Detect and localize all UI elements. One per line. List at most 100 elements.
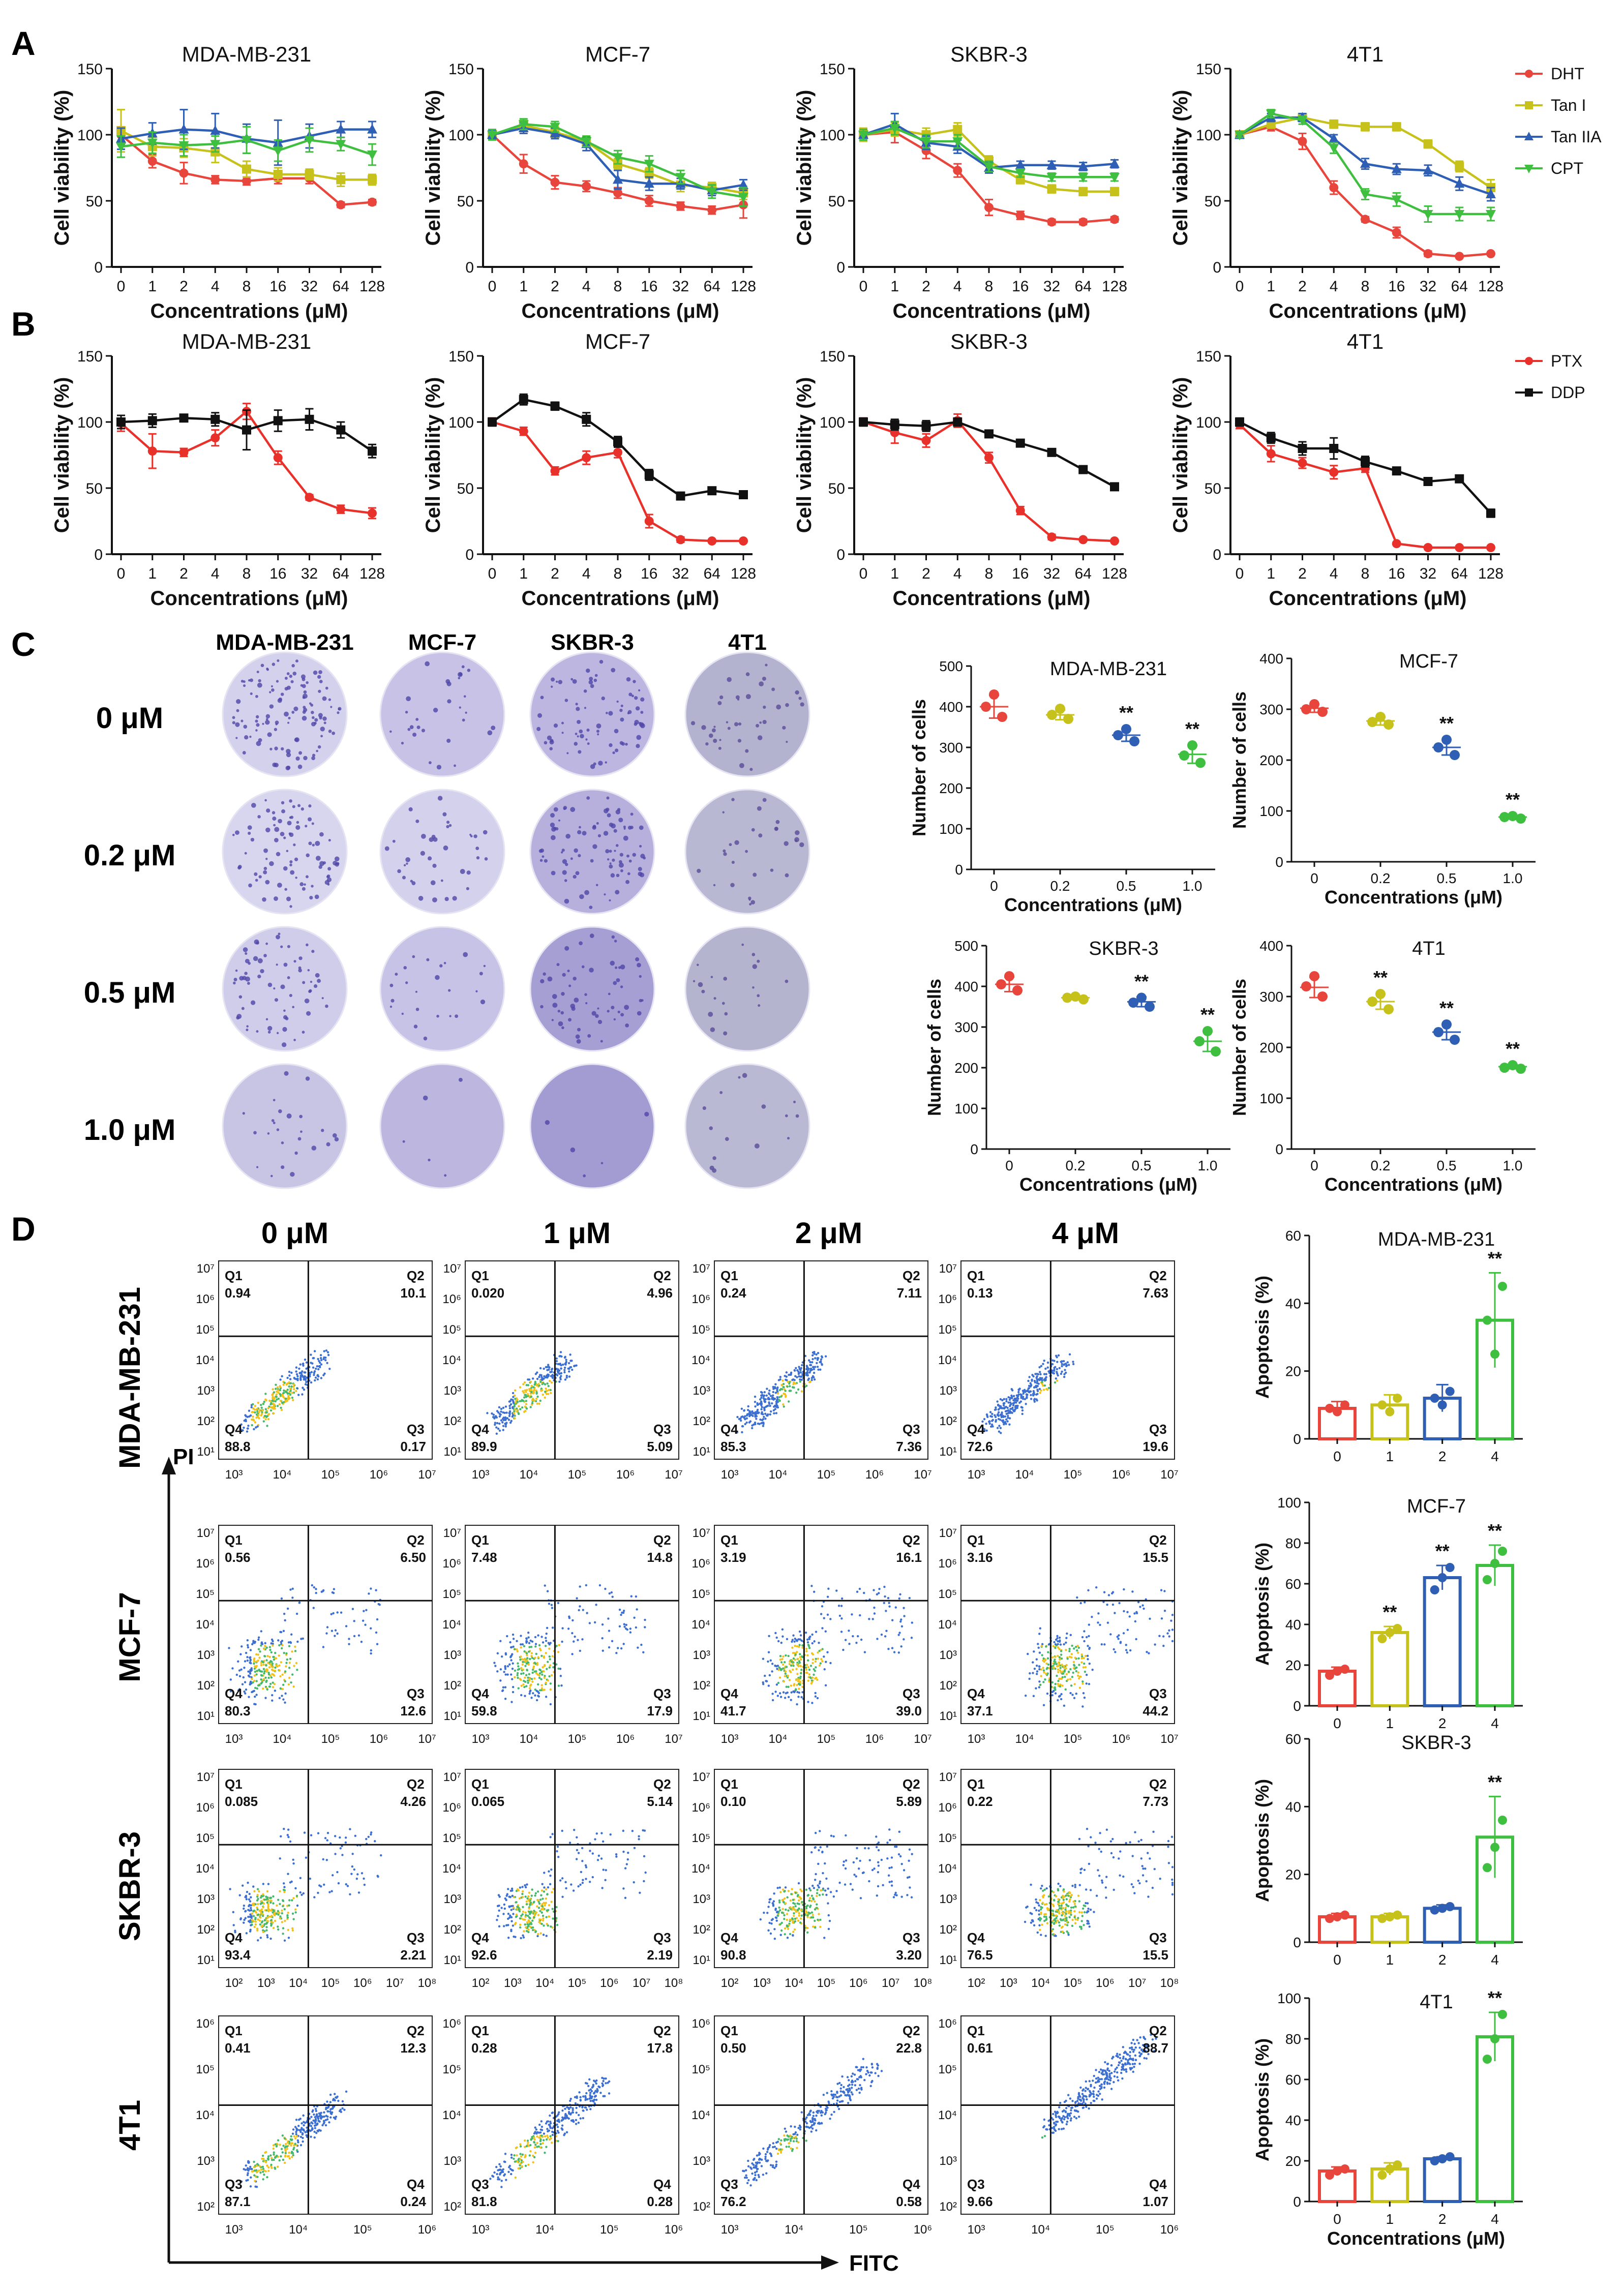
flow-event — [568, 1375, 571, 1378]
flow-y-tick-label: 10¹ — [443, 1953, 461, 1967]
flow-event — [1160, 1617, 1163, 1620]
flow-event — [545, 1637, 547, 1639]
flow-event — [890, 1880, 893, 1883]
flow-event — [1073, 1647, 1075, 1650]
flow-event — [531, 1671, 534, 1674]
flow-event — [1101, 1879, 1103, 1882]
flow-event — [486, 1412, 489, 1414]
flow-event — [1126, 1628, 1129, 1631]
flow-event — [1057, 1354, 1060, 1357]
colony-dot — [415, 1007, 419, 1011]
colony-dot — [250, 837, 255, 842]
flow-event — [1160, 1589, 1163, 1591]
flow-event — [1017, 1393, 1020, 1396]
colony-dot — [436, 765, 442, 770]
flow-event — [1032, 1920, 1034, 1923]
flow-event — [1058, 1656, 1061, 1658]
flow-event — [263, 1655, 266, 1657]
flow-event — [792, 1934, 794, 1937]
colony-dot — [303, 708, 308, 712]
colony-dot — [639, 845, 642, 848]
flow-event — [296, 1904, 299, 1907]
flow-event — [250, 1904, 252, 1907]
flow-event — [559, 1351, 562, 1353]
flow-event — [552, 1917, 554, 1920]
flow-event — [1139, 1606, 1141, 1608]
flow-event — [531, 1668, 534, 1671]
flow-event — [875, 1835, 878, 1838]
colony-dot — [433, 708, 438, 713]
colony-dot — [444, 1174, 447, 1177]
flow-event — [282, 1905, 284, 1908]
flow-event — [1038, 1633, 1041, 1635]
flow-event — [298, 1372, 301, 1374]
flow-event — [817, 1918, 819, 1921]
flow-event — [556, 1374, 559, 1377]
colony-dot — [597, 1007, 599, 1010]
flow-event — [792, 1921, 794, 1924]
flow-event — [250, 1667, 253, 1670]
flow-event — [864, 1847, 866, 1850]
quadrant-value-q3: 0.17 — [400, 1439, 426, 1454]
flow-event — [504, 1698, 507, 1700]
colony-dot — [794, 837, 799, 842]
flow-event — [512, 1638, 515, 1640]
flow-event — [249, 1672, 252, 1675]
flow-event — [1060, 1907, 1062, 1910]
flow-event — [1005, 1409, 1008, 1412]
flow-event — [1103, 1643, 1106, 1646]
flow-event — [285, 1662, 288, 1664]
flow-event — [782, 1667, 785, 1670]
colony-dot — [401, 742, 404, 745]
flow-event — [764, 1674, 766, 1677]
colony-dot — [750, 900, 756, 904]
flow-event — [529, 1639, 532, 1642]
flow-event — [253, 1657, 256, 1660]
flow-event — [549, 1642, 552, 1644]
flow-event — [811, 1658, 815, 1661]
flow-event — [542, 1641, 545, 1644]
flow-event — [793, 1652, 796, 1654]
flow-event — [257, 1660, 259, 1662]
colony-col-header: SKBR-3 — [551, 630, 634, 655]
colony-dot — [294, 1151, 298, 1155]
flow-event — [1119, 1641, 1122, 1643]
flow-event — [790, 1684, 793, 1687]
quadrant-label: Q4 — [225, 1422, 243, 1437]
flow-event — [370, 1649, 372, 1652]
flow-event — [542, 1382, 545, 1384]
flow-event — [525, 1652, 528, 1655]
flow-event — [294, 1908, 297, 1911]
colony-dot — [588, 680, 593, 685]
flow-event — [1129, 1649, 1132, 1652]
flow-event — [785, 1685, 788, 1688]
flow-event — [568, 1615, 570, 1618]
flow-event — [823, 1617, 825, 1619]
flow-event — [1014, 1397, 1017, 1400]
colony-dot — [582, 831, 587, 836]
flow-event — [1012, 1402, 1014, 1405]
colony-dot — [265, 1018, 268, 1020]
colony-dot — [315, 973, 320, 978]
flow-event — [1042, 1896, 1044, 1898]
colony-dot — [262, 722, 264, 725]
flow-event — [1171, 1628, 1174, 1631]
flow-event — [1025, 1906, 1028, 1909]
colony-dot — [428, 1158, 431, 1162]
colony-dot — [286, 850, 289, 852]
flow-y-tick-label: 10⁵ — [442, 1587, 461, 1601]
flow-event — [254, 1670, 257, 1673]
colony-dot — [599, 659, 604, 664]
colony-dot — [572, 679, 577, 684]
flow-event — [988, 1422, 991, 1425]
flow-event — [577, 1852, 580, 1854]
flow-event — [739, 1419, 742, 1422]
flow-event — [558, 1380, 561, 1383]
flow-event — [781, 1628, 784, 1631]
flow-event — [800, 1378, 803, 1381]
flow-event — [276, 1665, 279, 1668]
flow-event — [504, 1405, 507, 1408]
flow-event — [790, 1661, 793, 1663]
flow-event — [241, 1683, 244, 1685]
flow-x-tick-label: 10⁶ — [370, 1732, 388, 1746]
